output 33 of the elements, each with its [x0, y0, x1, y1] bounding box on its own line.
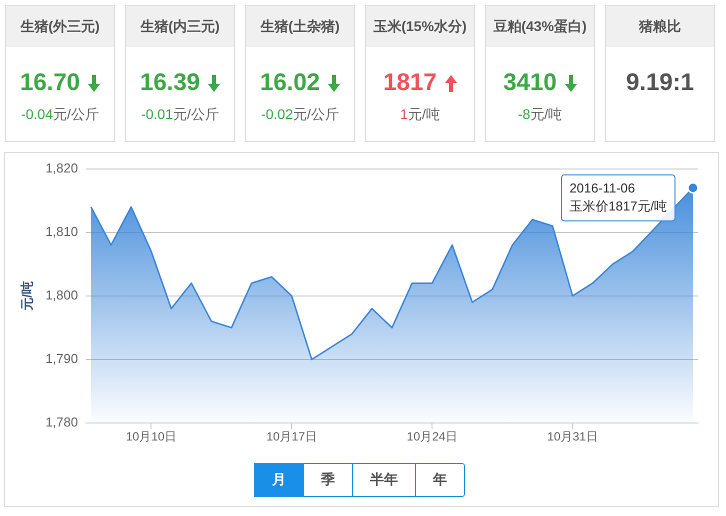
- text: 元/公斤: [173, 106, 219, 122]
- text: 猪粮比: [639, 18, 681, 36]
- data-label: 1: [400, 106, 408, 122]
- data-label: -8: [518, 106, 530, 122]
- y-tick-label: 1,800: [45, 287, 78, 302]
- category-label: 月: [272, 471, 286, 489]
- y-tick-label: 1,810: [45, 224, 78, 239]
- text: 豆粕(43%蛋白): [493, 18, 587, 36]
- data-label: -0.02: [261, 106, 294, 122]
- category-label: 半年: [370, 471, 398, 489]
- y-tick-label: 1,790: [45, 351, 78, 366]
- y-axis-title: 元/吨: [19, 281, 34, 312]
- category-label: 年: [433, 471, 447, 489]
- text: 元/吨: [530, 106, 562, 122]
- x-tick-label: 10月24日: [406, 430, 458, 444]
- y-tick-label: 1,780: [45, 414, 78, 430]
- annotation: 2016-11-06 玉米价1817元/吨: [569, 180, 667, 214]
- x-tick-label: 10月17日: [266, 430, 318, 444]
- data-label: 16.39: [140, 68, 200, 98]
- text: 生猪(土杂猪): [260, 18, 340, 36]
- text: 元/公斤: [293, 106, 339, 122]
- text: 元/吨: [408, 106, 440, 122]
- data-label: 3410: [503, 68, 557, 98]
- data-label: -0.01: [141, 106, 174, 122]
- data-label: 9.19:1: [626, 68, 694, 98]
- y-tick-label: 1,820: [45, 160, 78, 176]
- x-tick-label: 10月10日: [126, 430, 177, 444]
- text: 玉米(15%水分): [373, 18, 467, 36]
- text: 生猪(内三元): [140, 18, 220, 36]
- x-tick-label: 10月31日: [547, 430, 598, 444]
- data-label: 16.02: [260, 68, 320, 98]
- category-label: 季: [321, 471, 335, 489]
- data-label: 1817: [383, 68, 437, 98]
